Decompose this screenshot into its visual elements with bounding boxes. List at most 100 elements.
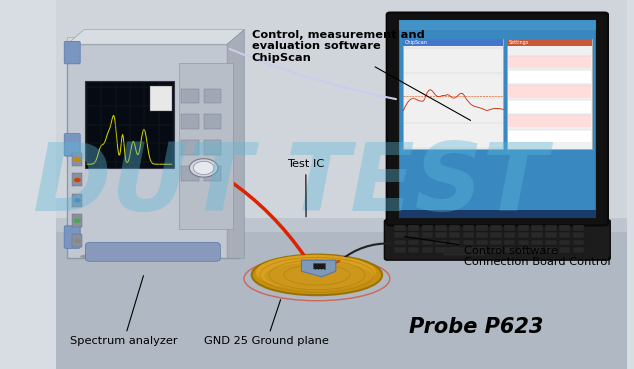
Bar	[463, 247, 474, 253]
Text: Probe P623: Probe P623	[409, 317, 543, 337]
Text: Control, measurement and
evaluation software
ChipScan: Control, measurement and evaluation soft…	[252, 30, 470, 120]
Bar	[399, 210, 596, 218]
Ellipse shape	[252, 255, 382, 295]
Bar	[490, 240, 501, 245]
Bar	[545, 247, 557, 253]
Bar	[573, 247, 584, 253]
Bar	[477, 240, 488, 245]
Text: DUT TEST: DUT TEST	[33, 138, 547, 231]
Bar	[319, 269, 321, 270]
Bar	[204, 140, 221, 155]
Bar	[436, 225, 447, 231]
Bar	[436, 240, 447, 245]
Bar	[322, 269, 324, 270]
Polygon shape	[67, 37, 227, 44]
FancyBboxPatch shape	[64, 226, 80, 248]
Polygon shape	[227, 30, 244, 258]
Bar	[394, 247, 406, 253]
Bar	[150, 86, 172, 111]
Ellipse shape	[264, 262, 373, 290]
Polygon shape	[302, 260, 336, 277]
Bar	[559, 225, 570, 231]
Bar	[316, 269, 318, 270]
Bar	[394, 225, 406, 231]
Bar	[463, 240, 474, 245]
Bar	[394, 232, 406, 238]
Bar	[463, 225, 474, 231]
Bar	[508, 130, 592, 142]
Bar	[508, 70, 592, 83]
Bar	[559, 232, 570, 238]
Bar	[490, 225, 501, 231]
Bar	[517, 240, 529, 245]
Bar	[507, 39, 592, 46]
FancyBboxPatch shape	[387, 13, 608, 225]
Bar	[531, 247, 543, 253]
Circle shape	[74, 178, 81, 182]
Bar	[449, 232, 460, 238]
Bar	[204, 166, 221, 181]
Polygon shape	[67, 30, 244, 44]
Text: ChipScan: ChipScan	[404, 40, 427, 45]
Bar	[545, 225, 557, 231]
Bar	[444, 248, 484, 255]
Bar	[422, 225, 433, 231]
Bar	[422, 232, 433, 238]
Bar	[463, 232, 474, 238]
Bar	[449, 247, 460, 253]
FancyBboxPatch shape	[384, 220, 611, 260]
Bar	[508, 115, 592, 127]
Bar	[179, 63, 233, 229]
Bar	[517, 225, 529, 231]
Bar	[181, 166, 198, 181]
Bar	[573, 240, 584, 245]
Bar	[559, 247, 570, 253]
Bar	[72, 153, 82, 166]
Bar	[508, 56, 592, 68]
Ellipse shape	[188, 254, 209, 259]
FancyBboxPatch shape	[64, 41, 80, 64]
Bar	[56, 218, 628, 232]
Ellipse shape	[256, 255, 376, 290]
Bar	[56, 0, 628, 229]
Bar	[517, 232, 529, 238]
Bar	[490, 247, 501, 253]
Bar	[313, 269, 315, 270]
Circle shape	[193, 161, 214, 175]
Bar	[504, 232, 515, 238]
Text: Settings: Settings	[508, 40, 529, 45]
FancyBboxPatch shape	[64, 134, 80, 156]
Bar	[72, 234, 82, 247]
Bar	[181, 114, 198, 129]
Bar	[477, 247, 488, 253]
Text: Spectrum analyzer: Spectrum analyzer	[70, 276, 178, 346]
Bar	[504, 247, 515, 253]
Text: GND 25 Ground plane: GND 25 Ground plane	[204, 300, 329, 346]
Bar	[545, 232, 557, 238]
Bar	[313, 263, 325, 269]
Bar	[490, 232, 501, 238]
Bar	[408, 225, 419, 231]
Ellipse shape	[80, 254, 100, 259]
Bar	[72, 214, 82, 227]
Bar	[181, 140, 198, 155]
Bar	[531, 225, 543, 231]
Bar	[531, 240, 543, 245]
Bar	[67, 44, 238, 258]
FancyBboxPatch shape	[86, 242, 220, 261]
Circle shape	[74, 218, 81, 223]
Bar	[204, 89, 221, 103]
Bar	[508, 85, 592, 98]
Bar	[399, 20, 596, 30]
Bar	[403, 39, 503, 149]
Bar	[573, 225, 584, 231]
Bar	[399, 20, 596, 218]
Bar	[508, 100, 592, 113]
Bar	[403, 39, 503, 46]
Bar	[449, 240, 460, 245]
Bar	[573, 232, 584, 238]
Bar	[504, 225, 515, 231]
Bar	[531, 232, 543, 238]
Bar	[56, 221, 628, 369]
Bar	[72, 173, 82, 186]
